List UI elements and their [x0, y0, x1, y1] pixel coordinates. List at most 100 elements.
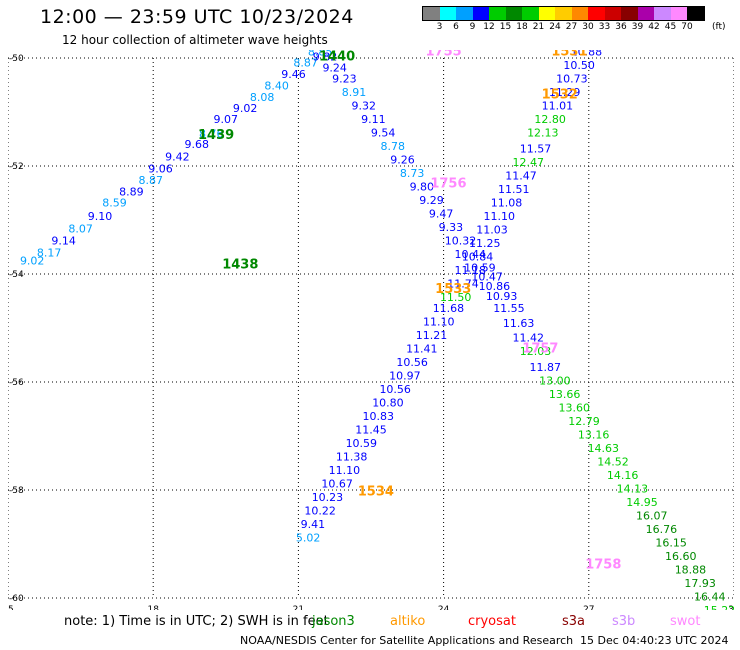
- colorbar-label: 30: [582, 22, 594, 32]
- wave-height-value: 8.08: [250, 91, 275, 104]
- colorbar-swatch: [637, 7, 654, 20]
- wave-height-value: 10.23: [312, 491, 344, 504]
- wave-height-value: 11.87: [529, 361, 561, 374]
- wave-height-value: 12.80: [534, 113, 566, 126]
- wave-height-value: 14.63: [588, 442, 620, 455]
- y-tick-label: -58: [9, 486, 24, 496]
- colorbar-swatch: [654, 7, 671, 20]
- wave-height-value: 11.51: [498, 183, 530, 196]
- y-tick-label: -50: [9, 54, 24, 64]
- wave-height-value: 9.26: [390, 153, 415, 166]
- pass-label: 1533: [435, 282, 471, 297]
- x-tick-label: 27: [583, 605, 594, 610]
- y-tick-label: -56: [9, 378, 24, 388]
- wave-height-value: 9.47: [429, 207, 454, 220]
- colorbar-label: 36: [615, 22, 627, 32]
- wave-height-value: 8.76: [199, 127, 224, 140]
- wave-height-value: 8.59: [102, 197, 127, 210]
- satellite-legend-item: s3a: [562, 614, 586, 629]
- wave-height-value: 9.07: [214, 113, 239, 126]
- pass-label: 1758: [585, 557, 621, 572]
- x-tick-label: 30: [728, 605, 734, 610]
- wave-height-value: 9.82: [313, 51, 338, 64]
- wave-height-value: 10.22: [304, 504, 336, 517]
- wave-height-value: 13.00: [539, 375, 571, 388]
- colorbar-label: 24: [549, 22, 561, 32]
- wave-height-value: 9.02: [233, 102, 258, 115]
- wave-height-value: 5.02: [296, 531, 321, 544]
- wave-height-value: 8.07: [68, 222, 93, 235]
- colorbar-swatch: [604, 7, 621, 20]
- y-tick-label: -60: [9, 594, 24, 604]
- wave-height-value: 14.13: [617, 483, 649, 496]
- colorbar-label: 42: [648, 22, 660, 32]
- colorbar-label: 12: [483, 22, 495, 32]
- credit-line: NOAA/NESDIS Center for Satellite Applica…: [240, 634, 574, 647]
- colorbar-label: 27: [565, 22, 578, 32]
- colorbar-swatch: [472, 7, 489, 20]
- wave-height-value: 8.40: [264, 79, 289, 92]
- satellite-legend-item: cryosat: [468, 614, 516, 629]
- wave-height-value: 8.87: [293, 57, 318, 70]
- colorbar-label: 9: [469, 22, 476, 32]
- colorbar-swatch: [571, 7, 588, 20]
- colorbar-label: 33: [598, 22, 611, 32]
- wave-height-value: 10.59: [464, 261, 496, 274]
- generated-timestamp: 15 Dec 04:40:23 UTC 2024: [580, 634, 729, 647]
- satellite-legend-item: jason3: [312, 614, 355, 629]
- wave-height-value: 16.76: [646, 523, 678, 536]
- wave-height-value: 9.46: [281, 68, 306, 81]
- pass-label: 1757: [522, 341, 558, 356]
- wave-height-value: 9.42: [165, 151, 190, 164]
- wave-height-value: 11.68: [433, 302, 465, 315]
- x-tick-label: 18: [147, 605, 159, 610]
- wave-height-value: 11.41: [406, 342, 438, 355]
- wave-height-value: 10.44: [454, 248, 486, 261]
- colorbar-label: 15: [499, 22, 512, 32]
- wave-height-value: 10.56: [379, 383, 411, 396]
- wave-height-value: 9.02: [20, 254, 45, 267]
- wave-height-value: 11.38: [336, 450, 368, 463]
- wave-height-value: 11.57: [520, 143, 552, 156]
- wave-height-value: 8.73: [400, 167, 425, 180]
- wave-height-value: 9.32: [351, 99, 376, 112]
- footnote: note: 1) Time is in UTC; 2) SWH is in fe…: [64, 614, 329, 629]
- colorbar-swatch: [423, 7, 440, 20]
- colorbar-label: 6: [453, 22, 459, 32]
- wave-height-value: 11.01: [542, 99, 574, 112]
- wave-height-value: 11.45: [355, 423, 387, 436]
- wave-height-value: 10.47: [471, 270, 503, 283]
- wave-height-value: 9.24: [322, 62, 347, 75]
- wave-height-value: 8.89: [119, 186, 144, 199]
- pass-label: 1534: [358, 484, 394, 499]
- wave-height-value: 10.67: [321, 477, 353, 490]
- satellite-legend-item: altiko: [390, 614, 426, 629]
- colorbar-swatch: [456, 7, 473, 20]
- wave-height-value: 9.23: [332, 72, 357, 85]
- satellite-legend-item: swot: [670, 614, 701, 629]
- wave-height-value: 11.25: [469, 237, 501, 250]
- wave-height-value: 11.10: [484, 210, 516, 223]
- wave-height-value: 9.14: [51, 234, 76, 247]
- wave-height-value: 9.33: [439, 221, 464, 234]
- wave-height-value: 16.15: [655, 537, 687, 550]
- wave-height-value: 12.47: [513, 156, 545, 169]
- wave-height-value: 9.10: [88, 210, 113, 223]
- y-tick-label: -54: [9, 270, 24, 280]
- wave-height-value: 11.55: [493, 302, 525, 315]
- wave-height-value: 11.74: [447, 278, 479, 291]
- wave-height-value: 18.88: [675, 564, 707, 577]
- wave-height-value: 9.06: [148, 162, 173, 175]
- wave-height-value: 9.54: [371, 126, 396, 139]
- wave-height-value: 8.85: [308, 50, 333, 58]
- wave-height-value: 14.52: [597, 456, 629, 469]
- wave-height-value: 11.63: [503, 317, 535, 330]
- colorbar: [422, 6, 705, 21]
- wave-height-value: 16.07: [636, 510, 668, 523]
- colorbar-unit: (ft): [712, 22, 726, 32]
- wave-height-value: 11.08: [491, 197, 523, 210]
- wave-height-value: 11.10: [329, 464, 361, 477]
- colorbar-label: 18: [516, 22, 528, 32]
- wave-height-value: 11.18: [454, 264, 486, 277]
- pass-label: 1440: [319, 50, 355, 65]
